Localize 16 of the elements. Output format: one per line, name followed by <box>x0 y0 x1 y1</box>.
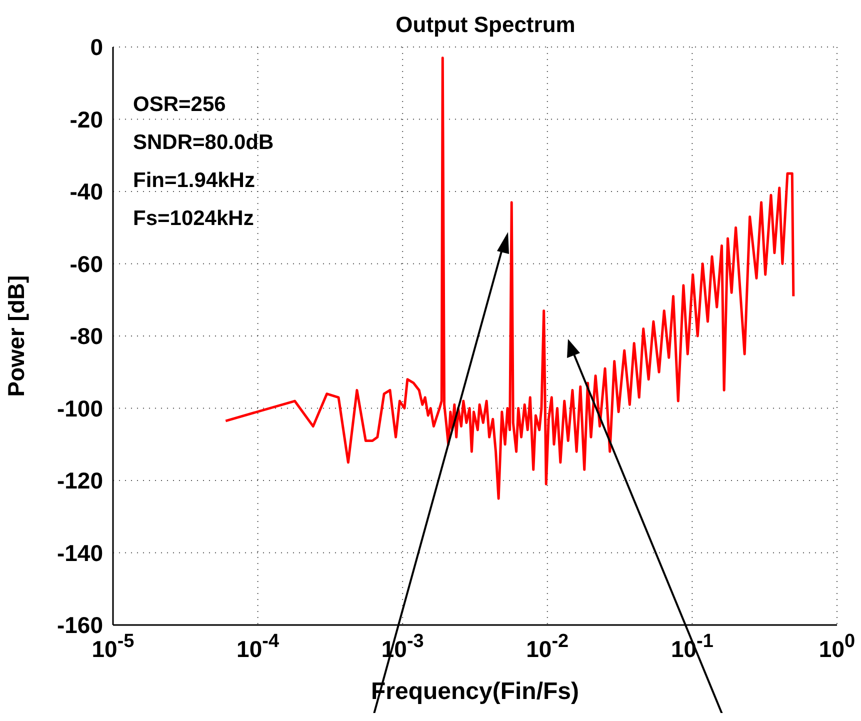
annotation: OSR=256 <box>133 92 227 118</box>
annotation: Fin=1.94kHz <box>133 168 256 194</box>
y-tick-label: 0 <box>90 34 103 60</box>
annotation: SNDR=80.0dB <box>133 130 274 156</box>
x-tick-label: 10$^{-4}$ <box>236 630 280 662</box>
y-tick-label: -40 <box>70 178 103 204</box>
y-tick-label: -140 <box>56 540 103 566</box>
annotation: Fs=1024kHz <box>133 206 255 232</box>
y-tick-label: -60 <box>70 250 103 277</box>
x-tick-label: 10$^{-2}$ <box>526 630 569 662</box>
y-tick-label: -100 <box>56 395 103 422</box>
y-tick-label: -20 <box>70 106 103 132</box>
y-tick-label: -120 <box>56 468 103 494</box>
x-tick-label: 10$^{0}$ <box>818 630 856 662</box>
y-tick-label: -80 <box>70 323 103 349</box>
chart-title: Output Spectrum <box>394 12 576 38</box>
